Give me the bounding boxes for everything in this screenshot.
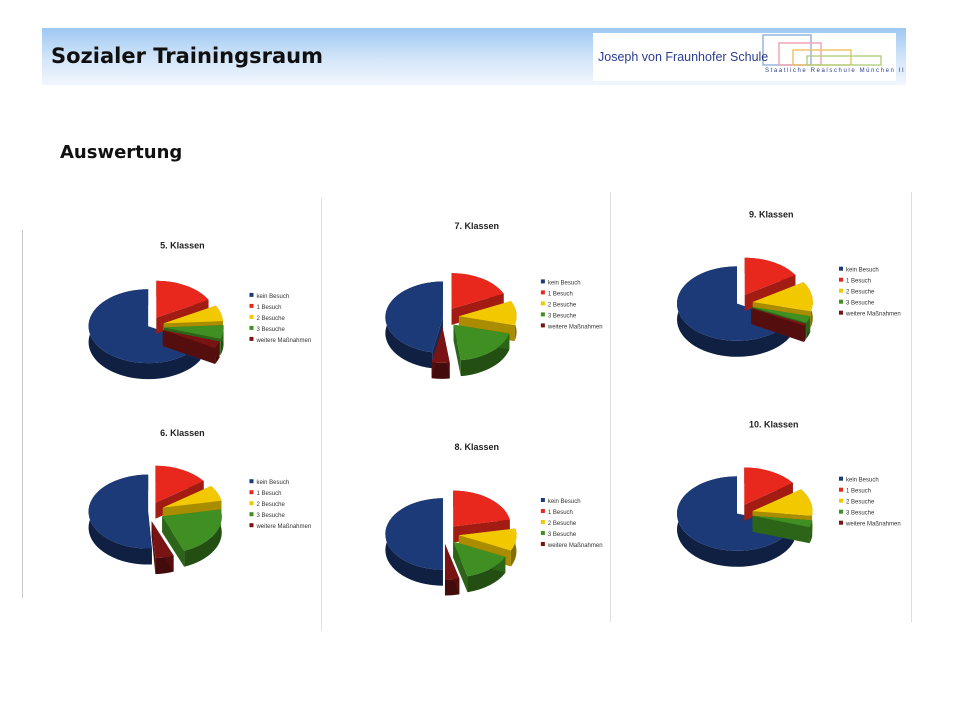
- legend-swatch: [839, 509, 843, 514]
- scan-left-column: 5. Klassen kein Besuch 1 Besuch 2 Besuche 3 …: [22, 230, 321, 598]
- legend-swatch: [540, 290, 545, 295]
- pie-chart-6: 10. Klassen kein Besuch 1 Besuch 2 Besuche 3…: [677, 420, 901, 567]
- legend-label: weitere Maßnahmen: [255, 524, 311, 530]
- legend-label: 1 Besuch: [548, 291, 573, 297]
- legend-label: 3 Besuche: [846, 511, 875, 517]
- legend-label: 3 Besuche: [846, 301, 875, 307]
- legend-swatch: [839, 299, 843, 304]
- legend-swatch: [839, 266, 843, 271]
- legend-label: 3 Besuche: [256, 327, 285, 333]
- section-heading: Auswertung: [60, 142, 183, 163]
- chart-title: 10. Klassen: [749, 420, 799, 430]
- school-logo: Joseph von Fraunhofer Schule Staatliche …: [593, 33, 904, 81]
- legend-label: kein Besuch: [846, 268, 879, 274]
- legend-label: 1 Besuch: [846, 279, 871, 285]
- logo-school-name: Joseph von Fraunhofer Schule: [598, 50, 769, 64]
- logo-graphic: [762, 34, 882, 66]
- pie-slice-3-besuche: [752, 515, 813, 544]
- legend-swatch: [839, 476, 843, 481]
- legend-label: weitere Maßnahmen: [845, 522, 901, 528]
- legend-swatch: [540, 312, 545, 317]
- legend-label: kein Besuch: [846, 478, 879, 484]
- legend-swatch: [249, 512, 254, 517]
- pie-slice-3-besuche: [453, 324, 510, 377]
- legend-label: 3 Besuche: [548, 313, 577, 319]
- scan-right-column: 9. Klassen kein Besuch 1 Besuch 2 Besuche 3 …: [610, 192, 912, 622]
- legend-swatch: [540, 509, 545, 513]
- legend-swatch: [839, 498, 843, 503]
- legend-label: 2 Besuche: [846, 500, 875, 506]
- pie-chart-2: 6. Klassen kein Besuch 1 Besuch 2 Besuche 3 …: [88, 428, 311, 575]
- chart-title: 6. Klassen: [160, 428, 205, 438]
- pie-slice-weitere-ma-nahmen: [162, 330, 220, 364]
- pie-slice-weitere-ma-nahmen: [431, 327, 450, 379]
- legend-swatch: [249, 490, 254, 495]
- legend-label: 1 Besuch: [846, 489, 871, 495]
- legend-swatch: [249, 314, 254, 319]
- legend-swatch: [839, 520, 843, 525]
- legend-swatch: [540, 531, 545, 535]
- legend-label: kein Besuch: [256, 294, 289, 300]
- legend-label: 2 Besuche: [256, 502, 285, 508]
- legend-swatch: [839, 487, 843, 492]
- legend-swatch: [540, 279, 545, 284]
- legend-label: weitere Maßnahmen: [845, 312, 901, 318]
- legend-label: 3 Besuche: [548, 532, 577, 538]
- pie-chart-4: 8. Klassen kein Besuch 1 Besuch 2 Besuche 3 …: [385, 442, 603, 596]
- legend-label: kein Besuch: [548, 280, 581, 286]
- pie-chart-3: 7. Klassen kein Besuch 1 Besuch 2 Besuche 3 …: [385, 221, 603, 379]
- legend-swatch: [249, 501, 254, 506]
- pie-chart-5: 9. Klassen kein Besuch 1 Besuch 2 Besuche 3 …: [677, 210, 901, 357]
- pie-slice-weitere-ma-nahmen: [751, 308, 806, 343]
- chart-title: 9. Klassen: [749, 210, 794, 220]
- logo-school-subtitle: Staatliche Realschule München II: [765, 68, 906, 74]
- legend-swatch: [249, 292, 254, 297]
- legend-label: 2 Besuche: [548, 521, 577, 527]
- legend-label: 2 Besuche: [256, 316, 285, 322]
- chart-title: 7. Klassen: [454, 221, 499, 231]
- chart-title: 8. Klassen: [454, 442, 499, 452]
- legend-label: kein Besuch: [256, 480, 289, 486]
- legend-label: kein Besuch: [548, 499, 581, 505]
- scan-middle-column: 7. Klassen kein Besuch 1 Besuch 2 Besuche 3 …: [321, 198, 610, 631]
- legend-swatch: [839, 288, 843, 293]
- legend-swatch: [540, 323, 545, 328]
- legend-label: 2 Besuche: [548, 302, 577, 308]
- legend-swatch: [249, 303, 254, 308]
- pie-slice-weitere-ma-nahmen: [444, 543, 460, 596]
- pie-slice-weitere-ma-nahmen: [151, 521, 174, 575]
- pie-chart-1: 5. Klassen kein Besuch 1 Besuch 2 Besuche 3 …: [88, 241, 311, 380]
- legend-label: weitere Maßnahmen: [547, 324, 603, 330]
- legend-swatch: [249, 523, 254, 528]
- pie-slice-3-besuche: [162, 509, 222, 567]
- pie-slice-3-besuche: [453, 541, 506, 593]
- legend-swatch: [249, 479, 254, 484]
- pie-slice-kein-besuch: [88, 474, 152, 565]
- page-title: Sozialer Trainingsraum: [51, 44, 323, 68]
- chart-title: 5. Klassen: [160, 241, 205, 251]
- title-banner: Sozialer Trainingsraum Joseph von Fraunh…: [42, 28, 906, 85]
- legend-swatch: [540, 542, 545, 546]
- legend-label: 1 Besuch: [256, 305, 281, 311]
- legend-swatch: [839, 277, 843, 282]
- legend-swatch: [540, 301, 545, 306]
- legend-swatch: [540, 520, 545, 524]
- legend-label: 3 Besuche: [256, 513, 285, 519]
- legend-label: weitere Maßnahmen: [547, 543, 603, 549]
- legend-swatch: [540, 498, 545, 502]
- legend-label: 2 Besuche: [846, 290, 875, 296]
- legend-label: 1 Besuch: [256, 491, 281, 497]
- legend-label: weitere Maßnahmen: [255, 338, 311, 344]
- legend-swatch: [249, 325, 254, 330]
- legend-label: 1 Besuch: [548, 510, 573, 516]
- pie-slice-kein-besuch: [385, 498, 443, 586]
- legend-swatch: [839, 310, 843, 315]
- legend-swatch: [249, 336, 254, 341]
